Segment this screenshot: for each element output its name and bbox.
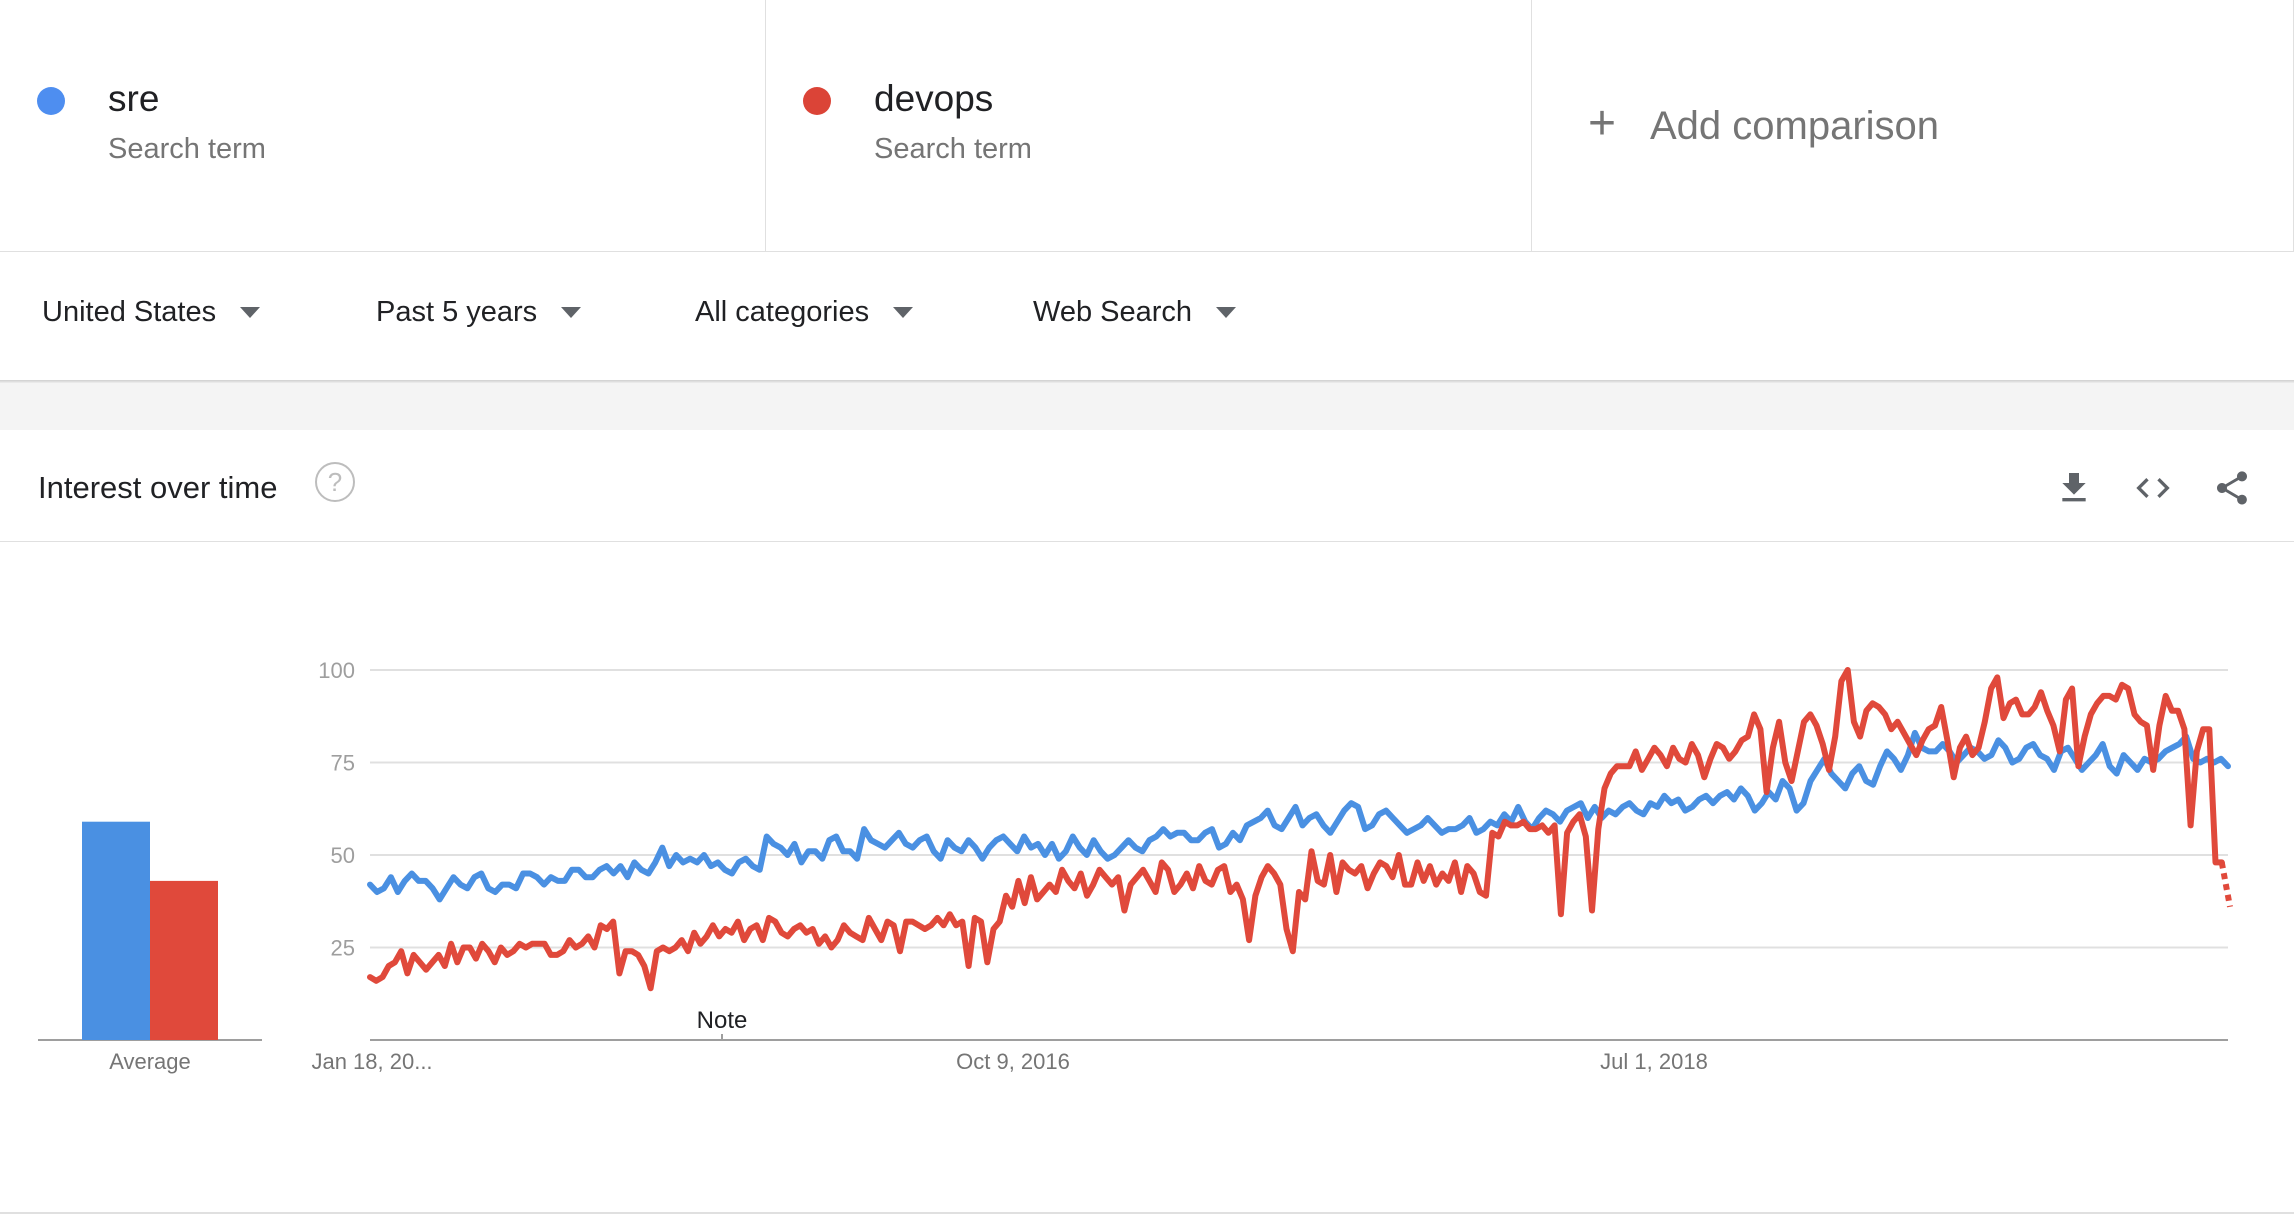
interest-over-time-card: Interest over time ? 25 50 75 100 Average J…: [0, 430, 2294, 1216]
region-dropdown[interactable]: United States: [42, 296, 261, 329]
chevron-down-icon: [240, 307, 261, 318]
search-type-dropdown-label: Web Search: [1033, 296, 1193, 328]
y-tick-label: 75: [331, 751, 355, 776]
term-name[interactable]: sre: [108, 78, 160, 119]
category-dropdown-label: All categories: [695, 296, 870, 328]
y-tick-label: 100: [318, 658, 355, 683]
embed-icon[interactable]: [2133, 468, 2173, 508]
time-period-dropdown[interactable]: Past 5 years: [376, 296, 582, 329]
series-line-devops: [367, 667, 2225, 992]
term-card-sre[interactable]: sre Search term: [0, 0, 766, 251]
y-tick-label: 25: [331, 936, 355, 961]
x-tick-label: Jul 1, 2018: [1600, 1049, 1708, 1074]
y-tick-label: 50: [331, 843, 355, 868]
series-line-sre: [367, 729, 2231, 903]
add-comparison-label: Add comparison: [1650, 104, 1940, 148]
chart-gridlines: [370, 669, 2228, 1041]
term-card-devops[interactable]: devops Search term: [766, 0, 1532, 251]
card-title: Interest over time: [38, 470, 278, 505]
card-bottom-border: [0, 1212, 2294, 1214]
x-tick-label: Oct 9, 2016: [956, 1049, 1070, 1074]
card-header: Interest over time ?: [0, 430, 2294, 542]
share-icon[interactable]: [2212, 468, 2252, 508]
chevron-down-icon: [561, 307, 582, 318]
divider: [0, 251, 2294, 252]
help-icon[interactable]: ?: [315, 462, 355, 502]
comparison-terms-bar: sre Search term devops Search term + Add…: [0, 0, 2294, 251]
chart-series-lines: [367, 667, 2233, 992]
filter-bar-shadow: [0, 380, 2294, 383]
series-color-dot-icon: [803, 87, 831, 115]
chevron-down-icon: [893, 307, 914, 318]
region-dropdown-label: United States: [42, 296, 217, 328]
search-type-dropdown[interactable]: Web Search: [1033, 296, 1237, 329]
y-axis-ticks: 25 50 75 100: [318, 658, 355, 961]
interest-over-time-chart: 25 50 75 100 Average Jan 18, 20... Oct 9, 20…: [38, 658, 2233, 1074]
average-bar-sre: [82, 821, 150, 1040]
x-axis-ticks: Jan 18, 20... Oct 9, 2016 Jul 1, 2018 Note: [311, 1007, 1707, 1074]
term-type-label: Search term: [874, 133, 1032, 165]
time-period-dropdown-label: Past 5 years: [376, 296, 538, 328]
series-partial-segment-devops: [2218, 861, 2233, 908]
section-spacer: [0, 383, 2294, 430]
average-bars: Average: [38, 821, 262, 1074]
download-icon[interactable]: [2054, 468, 2094, 508]
category-dropdown[interactable]: All categories: [695, 296, 914, 329]
term-name[interactable]: devops: [874, 78, 994, 119]
chevron-down-icon: [1216, 307, 1237, 318]
term-type-label: Search term: [108, 133, 266, 165]
average-label: Average: [109, 1049, 191, 1074]
add-comparison-button[interactable]: + Add comparison: [1532, 0, 2294, 251]
series-color-dot-icon: [37, 87, 65, 115]
x-tick-label: Jan 18, 20...: [311, 1049, 432, 1074]
average-bar-devops: [150, 880, 218, 1040]
note-annotation: Note: [697, 1007, 748, 1034]
plus-icon: +: [1588, 97, 1617, 150]
filter-bar: United States Past 5 years All categorie…: [0, 252, 2294, 380]
